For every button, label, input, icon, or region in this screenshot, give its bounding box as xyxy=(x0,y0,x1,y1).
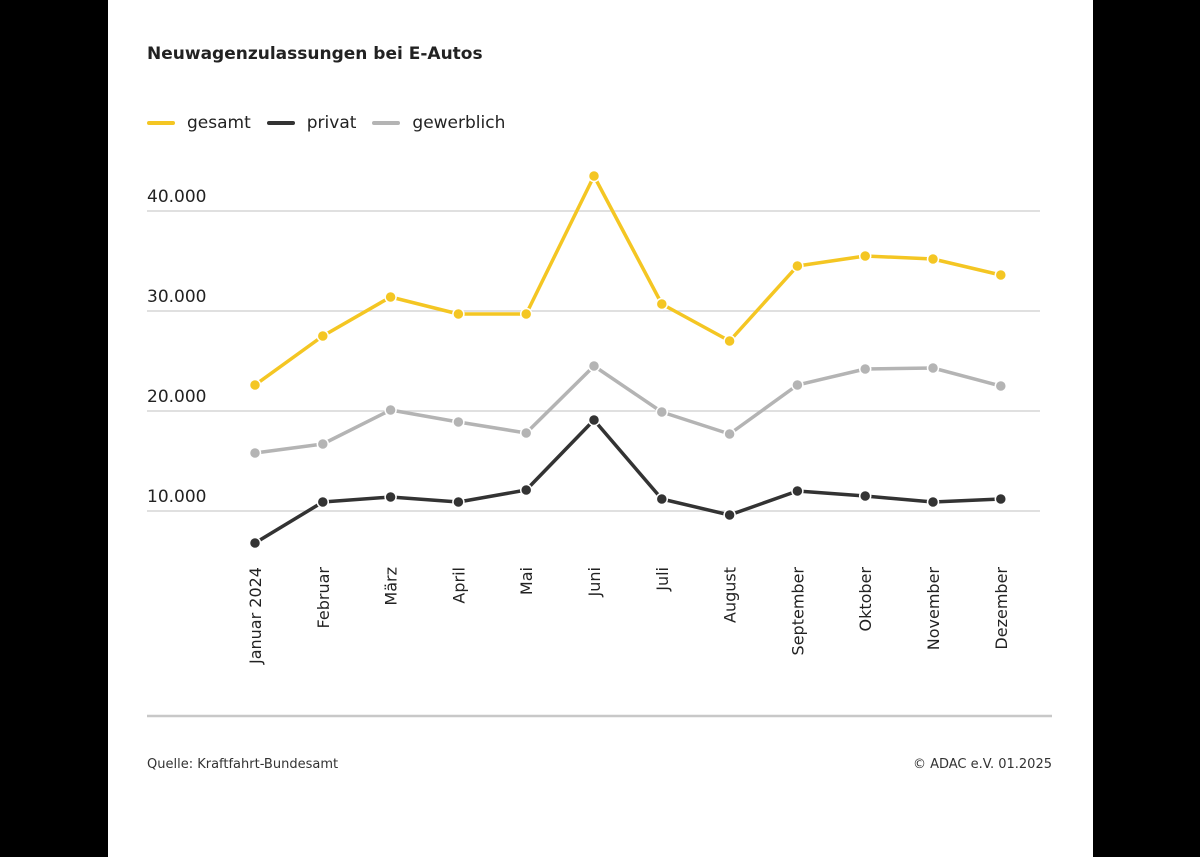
data-point-privat xyxy=(384,490,397,504)
x-tick-label: Februar xyxy=(314,567,333,629)
data-point-gesamt xyxy=(926,252,940,266)
legend-item-privat: privat xyxy=(266,113,357,133)
data-point-gesamt xyxy=(587,169,601,183)
data-point-privat xyxy=(452,495,465,509)
x-tick-label: Januar 2024 xyxy=(246,567,265,665)
y-tick-label: 30.000 xyxy=(147,287,206,307)
chart-legend: gesamt privat gewerblich xyxy=(147,110,521,136)
data-point-gesamt xyxy=(655,297,669,311)
data-point-privat xyxy=(587,413,601,427)
data-point-gewerblich xyxy=(723,427,736,441)
data-point-gesamt xyxy=(452,307,465,321)
data-point-privat xyxy=(316,495,330,509)
data-point-gewerblich xyxy=(791,378,804,392)
data-point-gewerblich xyxy=(858,362,872,376)
data-point-gewerblich xyxy=(994,379,1008,393)
x-tick-label: September xyxy=(788,567,807,656)
series-line-gesamt xyxy=(253,174,1003,387)
series-line-privat xyxy=(253,418,1003,545)
x-tick-label: Mai xyxy=(517,567,536,595)
data-point-gesamt xyxy=(384,290,397,304)
data-point-gesamt xyxy=(858,249,872,263)
data-point-gewerblich xyxy=(587,359,601,373)
data-point-privat xyxy=(248,536,262,550)
y-tick-label: 20.000 xyxy=(147,387,206,407)
legend-label-gesamt: gesamt xyxy=(187,113,251,133)
data-point-privat xyxy=(723,508,736,522)
legend-swatch-privat xyxy=(266,121,295,125)
data-point-privat xyxy=(791,484,804,498)
data-point-gesamt xyxy=(519,307,533,321)
legend-swatch-gesamt xyxy=(147,121,175,125)
data-point-privat xyxy=(926,495,940,509)
x-tick-label: August xyxy=(721,567,740,623)
data-point-gesamt xyxy=(248,378,262,392)
y-tick-label: 40.000 xyxy=(147,187,206,207)
data-point-privat xyxy=(655,492,669,506)
chart-title: Neuwagenzulassungen bei E-Autos xyxy=(147,44,483,64)
data-point-gewerblich xyxy=(926,361,940,375)
data-point-privat xyxy=(858,489,872,503)
data-point-gewerblich xyxy=(384,403,397,417)
data-point-gesamt xyxy=(723,334,736,348)
x-tick-label: Juli xyxy=(653,567,672,592)
data-point-gewerblich xyxy=(655,405,669,419)
x-tick-label: Dezember xyxy=(992,567,1011,650)
data-point-privat xyxy=(994,492,1008,506)
source-note: Quelle: Kraftfahrt-Bundesamt xyxy=(147,757,339,772)
copyright-note: © ADAC e.V. 01.2025 xyxy=(912,757,1052,772)
legend-item-gesamt: gesamt xyxy=(147,113,251,133)
y-tick-label: 10.000 xyxy=(147,487,206,507)
legend-item-gewerblich: gewerblich xyxy=(372,113,505,133)
data-point-gewerblich xyxy=(519,426,533,440)
series-line-gewerblich xyxy=(253,364,1003,455)
data-point-gesamt xyxy=(791,259,804,273)
data-point-privat xyxy=(519,483,533,497)
data-point-gesamt xyxy=(316,329,330,343)
data-point-gewerblich xyxy=(316,437,330,451)
x-tick-label: April xyxy=(449,567,468,604)
x-tick-label: März xyxy=(382,567,401,606)
data-point-gesamt xyxy=(994,268,1008,282)
x-tick-label: Juni xyxy=(585,567,604,597)
legend-label-privat: privat xyxy=(306,113,357,133)
legend-label-gewerblich: gewerblich xyxy=(412,113,506,133)
data-point-gewerblich xyxy=(248,446,262,460)
data-point-gewerblich xyxy=(452,415,465,429)
legend-swatch-gewerblich xyxy=(372,121,401,125)
x-tick-label: Oktober xyxy=(856,567,875,632)
x-tick-label: November xyxy=(924,567,943,651)
